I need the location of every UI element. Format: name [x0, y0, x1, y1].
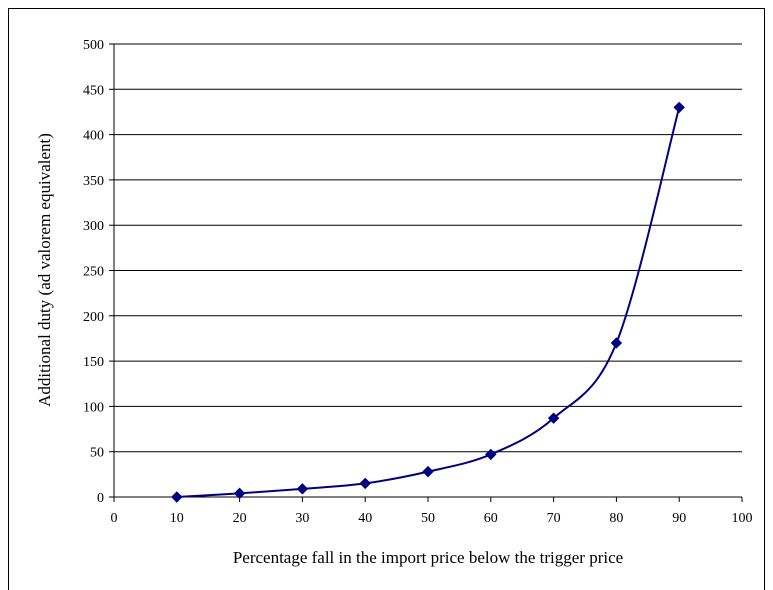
- x-tick-label: 20: [233, 511, 247, 526]
- y-tick-label: 200: [83, 310, 104, 325]
- diamond-marker: [485, 448, 497, 461]
- series-line: [176, 107, 681, 498]
- x-tick-label: 70: [547, 511, 561, 526]
- y-tick-label: 100: [83, 400, 104, 415]
- x-tick-label: 30: [295, 511, 309, 526]
- y-axis-label: Additional duty (ad valorem equivalent): [35, 133, 54, 407]
- diamond-marker: [171, 491, 183, 503]
- chart-frame: [8, 8, 765, 590]
- x-tick-label: 90: [672, 511, 686, 526]
- diamond-marker: [422, 465, 434, 478]
- x-tick-label: 100: [732, 511, 753, 526]
- y-tick-label: 350: [83, 174, 104, 189]
- x-axis-label: Percentage fall in the import price belo…: [233, 548, 623, 567]
- diamond-marker: [359, 477, 371, 490]
- y-tick-label: 450: [83, 83, 104, 98]
- y-tick-label: 300: [83, 219, 104, 234]
- y-tick-label: 0: [97, 491, 104, 506]
- diamond-marker: [547, 412, 560, 424]
- x-tick-label: 40: [358, 511, 372, 526]
- y-tick-label: 50: [90, 446, 104, 461]
- diamond-marker: [233, 487, 246, 500]
- x-tick-label: 60: [484, 511, 498, 526]
- x-tick-label: 50: [421, 511, 435, 526]
- x-tick-label: 80: [609, 511, 623, 526]
- diamond-marker: [610, 337, 623, 349]
- y-tick-label: 500: [83, 38, 104, 53]
- diamond-marker: [296, 483, 309, 495]
- x-tick-label: 10: [170, 511, 184, 526]
- y-tick-label: 250: [83, 265, 104, 280]
- y-tick-label: 150: [83, 355, 104, 370]
- y-tick-label: 400: [83, 129, 104, 144]
- x-tick-label: 0: [111, 511, 118, 526]
- diamond-marker: [673, 101, 685, 114]
